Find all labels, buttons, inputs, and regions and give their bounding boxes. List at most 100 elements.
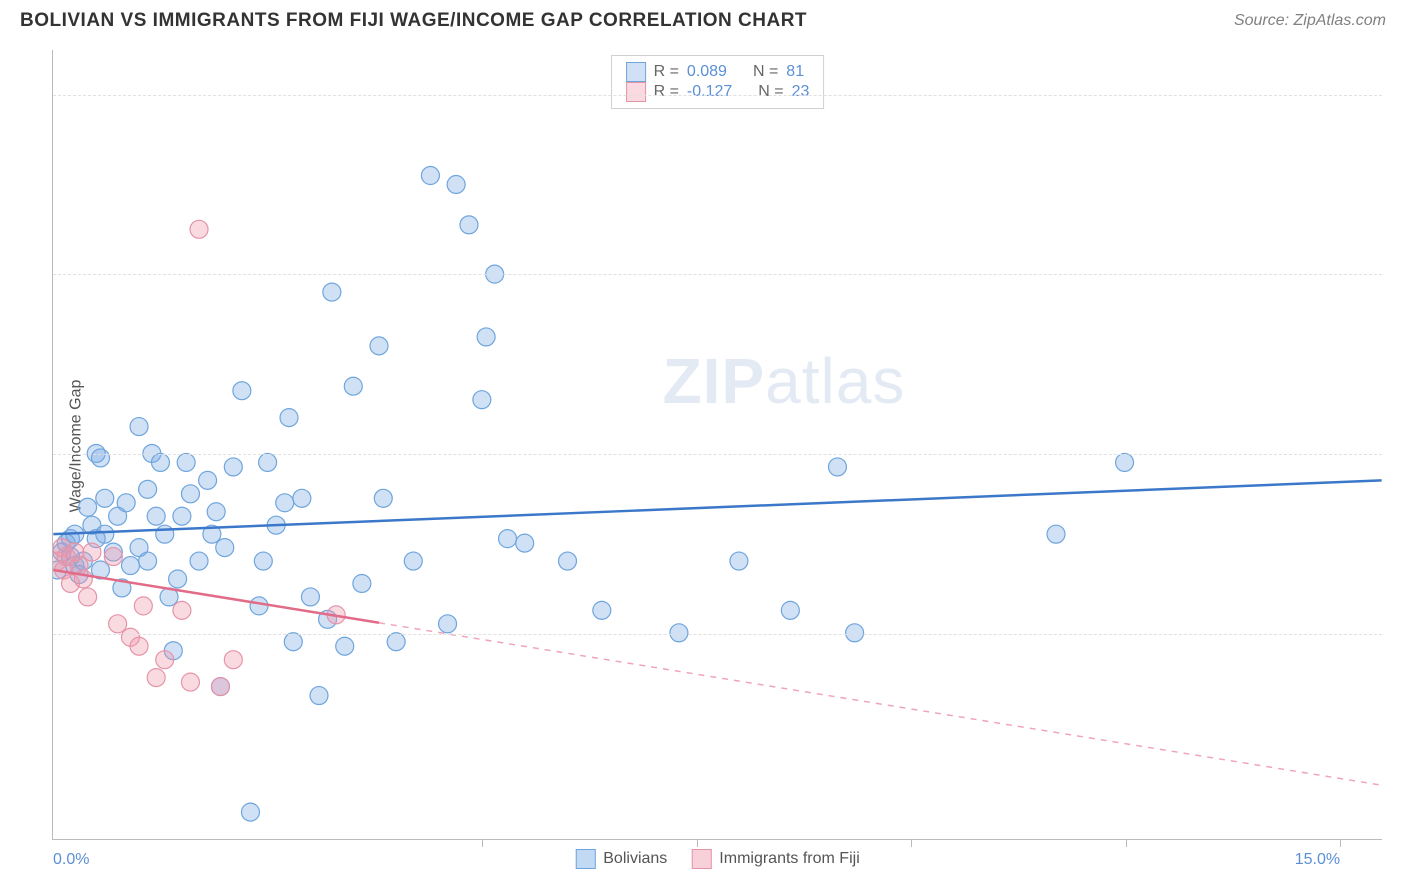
scatter-point [828,458,846,476]
x-tick [482,839,483,847]
chart-header: BOLIVIAN VS IMMIGRANTS FROM FIJI WAGE/IN… [0,0,1406,37]
scatter-point [233,382,251,400]
scatter-point [460,216,478,234]
y-tick-label: 60.0% [1392,265,1406,283]
scatter-point [173,507,191,525]
scatter-point [147,669,165,687]
scatter-point [254,552,272,570]
scatter-point [216,539,234,557]
scatter-point [181,673,199,691]
series-legend-swatch-0 [575,849,595,869]
scatter-point [121,557,139,575]
scatter-point [241,803,259,821]
scatter-point [156,525,174,543]
scatter-point [173,601,191,619]
scatter-point [284,633,302,651]
chart-plot-area: ZIPatlas R = 0.089 N = 81 R = -0.127 N =… [52,50,1382,840]
scatter-point [336,637,354,655]
gridline [53,634,1382,635]
legend-row-series-1: R = -0.127 N = 23 [626,82,810,102]
legend-n-label-1: N = [758,83,783,101]
scatter-point [91,449,109,467]
legend-n-value-1: 23 [792,83,810,101]
scatter-point [79,588,97,606]
scatter-point [280,409,298,427]
scatter-point [353,574,371,592]
scatter-point [301,588,319,606]
scatter-point [190,552,208,570]
correlation-legend: R = 0.089 N = 81 R = -0.127 N = 23 [611,55,825,109]
x-tick [1126,839,1127,847]
scatter-point [374,489,392,507]
scatter-point [79,498,97,516]
scatter-point [370,337,388,355]
scatter-point [109,615,127,633]
scatter-point [96,489,114,507]
scatter-point [224,458,242,476]
scatter-point [156,651,174,669]
scatter-point [147,507,165,525]
scatter-point [139,552,157,570]
x-tick [1340,839,1341,847]
scatter-point [190,220,208,238]
series-legend-swatch-1 [691,849,711,869]
legend-swatch-0 [626,62,646,82]
scatter-point [447,176,465,194]
scatter-point [477,328,495,346]
scatter-point [181,485,199,503]
scatter-point [404,552,422,570]
series-legend-item-0: Bolivians [575,849,667,869]
legend-n-label-0: N = [753,63,778,81]
scatter-point [130,637,148,655]
series-legend-label-1: Immigrants from Fiji [719,850,859,868]
y-tick-label: 40.0% [1392,445,1406,463]
scatter-point [276,494,294,512]
scatter-point [559,552,577,570]
scatter-point [259,453,277,471]
trend-line-solid [53,480,1381,534]
scatter-point [1116,453,1134,471]
scatter-point [516,534,534,552]
scatter-point [211,678,229,696]
chart-source: Source: ZipAtlas.com [1234,12,1386,30]
scatter-point [104,548,122,566]
series-legend-label-0: Bolivians [603,850,667,868]
x-tick [911,839,912,847]
scatter-point [344,377,362,395]
scatter-point [781,601,799,619]
scatter-point [151,453,169,471]
scatter-point [177,453,195,471]
scatter-point [207,503,225,521]
chart-title: BOLIVIAN VS IMMIGRANTS FROM FIJI WAGE/IN… [20,10,807,32]
scatter-point [1047,525,1065,543]
x-tick [697,839,698,847]
scatter-point [387,633,405,651]
gridline [53,95,1382,96]
scatter-point [250,597,268,615]
legend-r-value-0: 0.089 [687,63,727,81]
gridline [53,274,1382,275]
scatter-point [134,597,152,615]
scatter-point [224,651,242,669]
scatter-point [593,601,611,619]
scatter-point [310,687,328,705]
x-tick-label: 15.0% [1295,851,1340,869]
legend-n-value-0: 81 [786,63,804,81]
trend-line-solid [53,570,379,623]
trend-line-dashed [379,623,1382,785]
x-tick-label: 0.0% [53,851,89,869]
legend-r-value-1: -0.127 [687,83,732,101]
scatter-point [96,525,114,543]
scatter-point [83,543,101,561]
scatter-point [439,615,457,633]
scatter-point [117,494,135,512]
legend-r-label-0: R = [654,63,679,81]
legend-row-series-0: R = 0.089 N = 81 [626,62,810,82]
y-tick-label: 20.0% [1392,625,1406,643]
series-legend-item-1: Immigrants from Fiji [691,849,859,869]
series-legend: Bolivians Immigrants from Fiji [575,849,859,869]
scatter-point [169,570,187,588]
scatter-point [323,283,341,301]
scatter-point [293,489,311,507]
scatter-point [199,471,217,489]
